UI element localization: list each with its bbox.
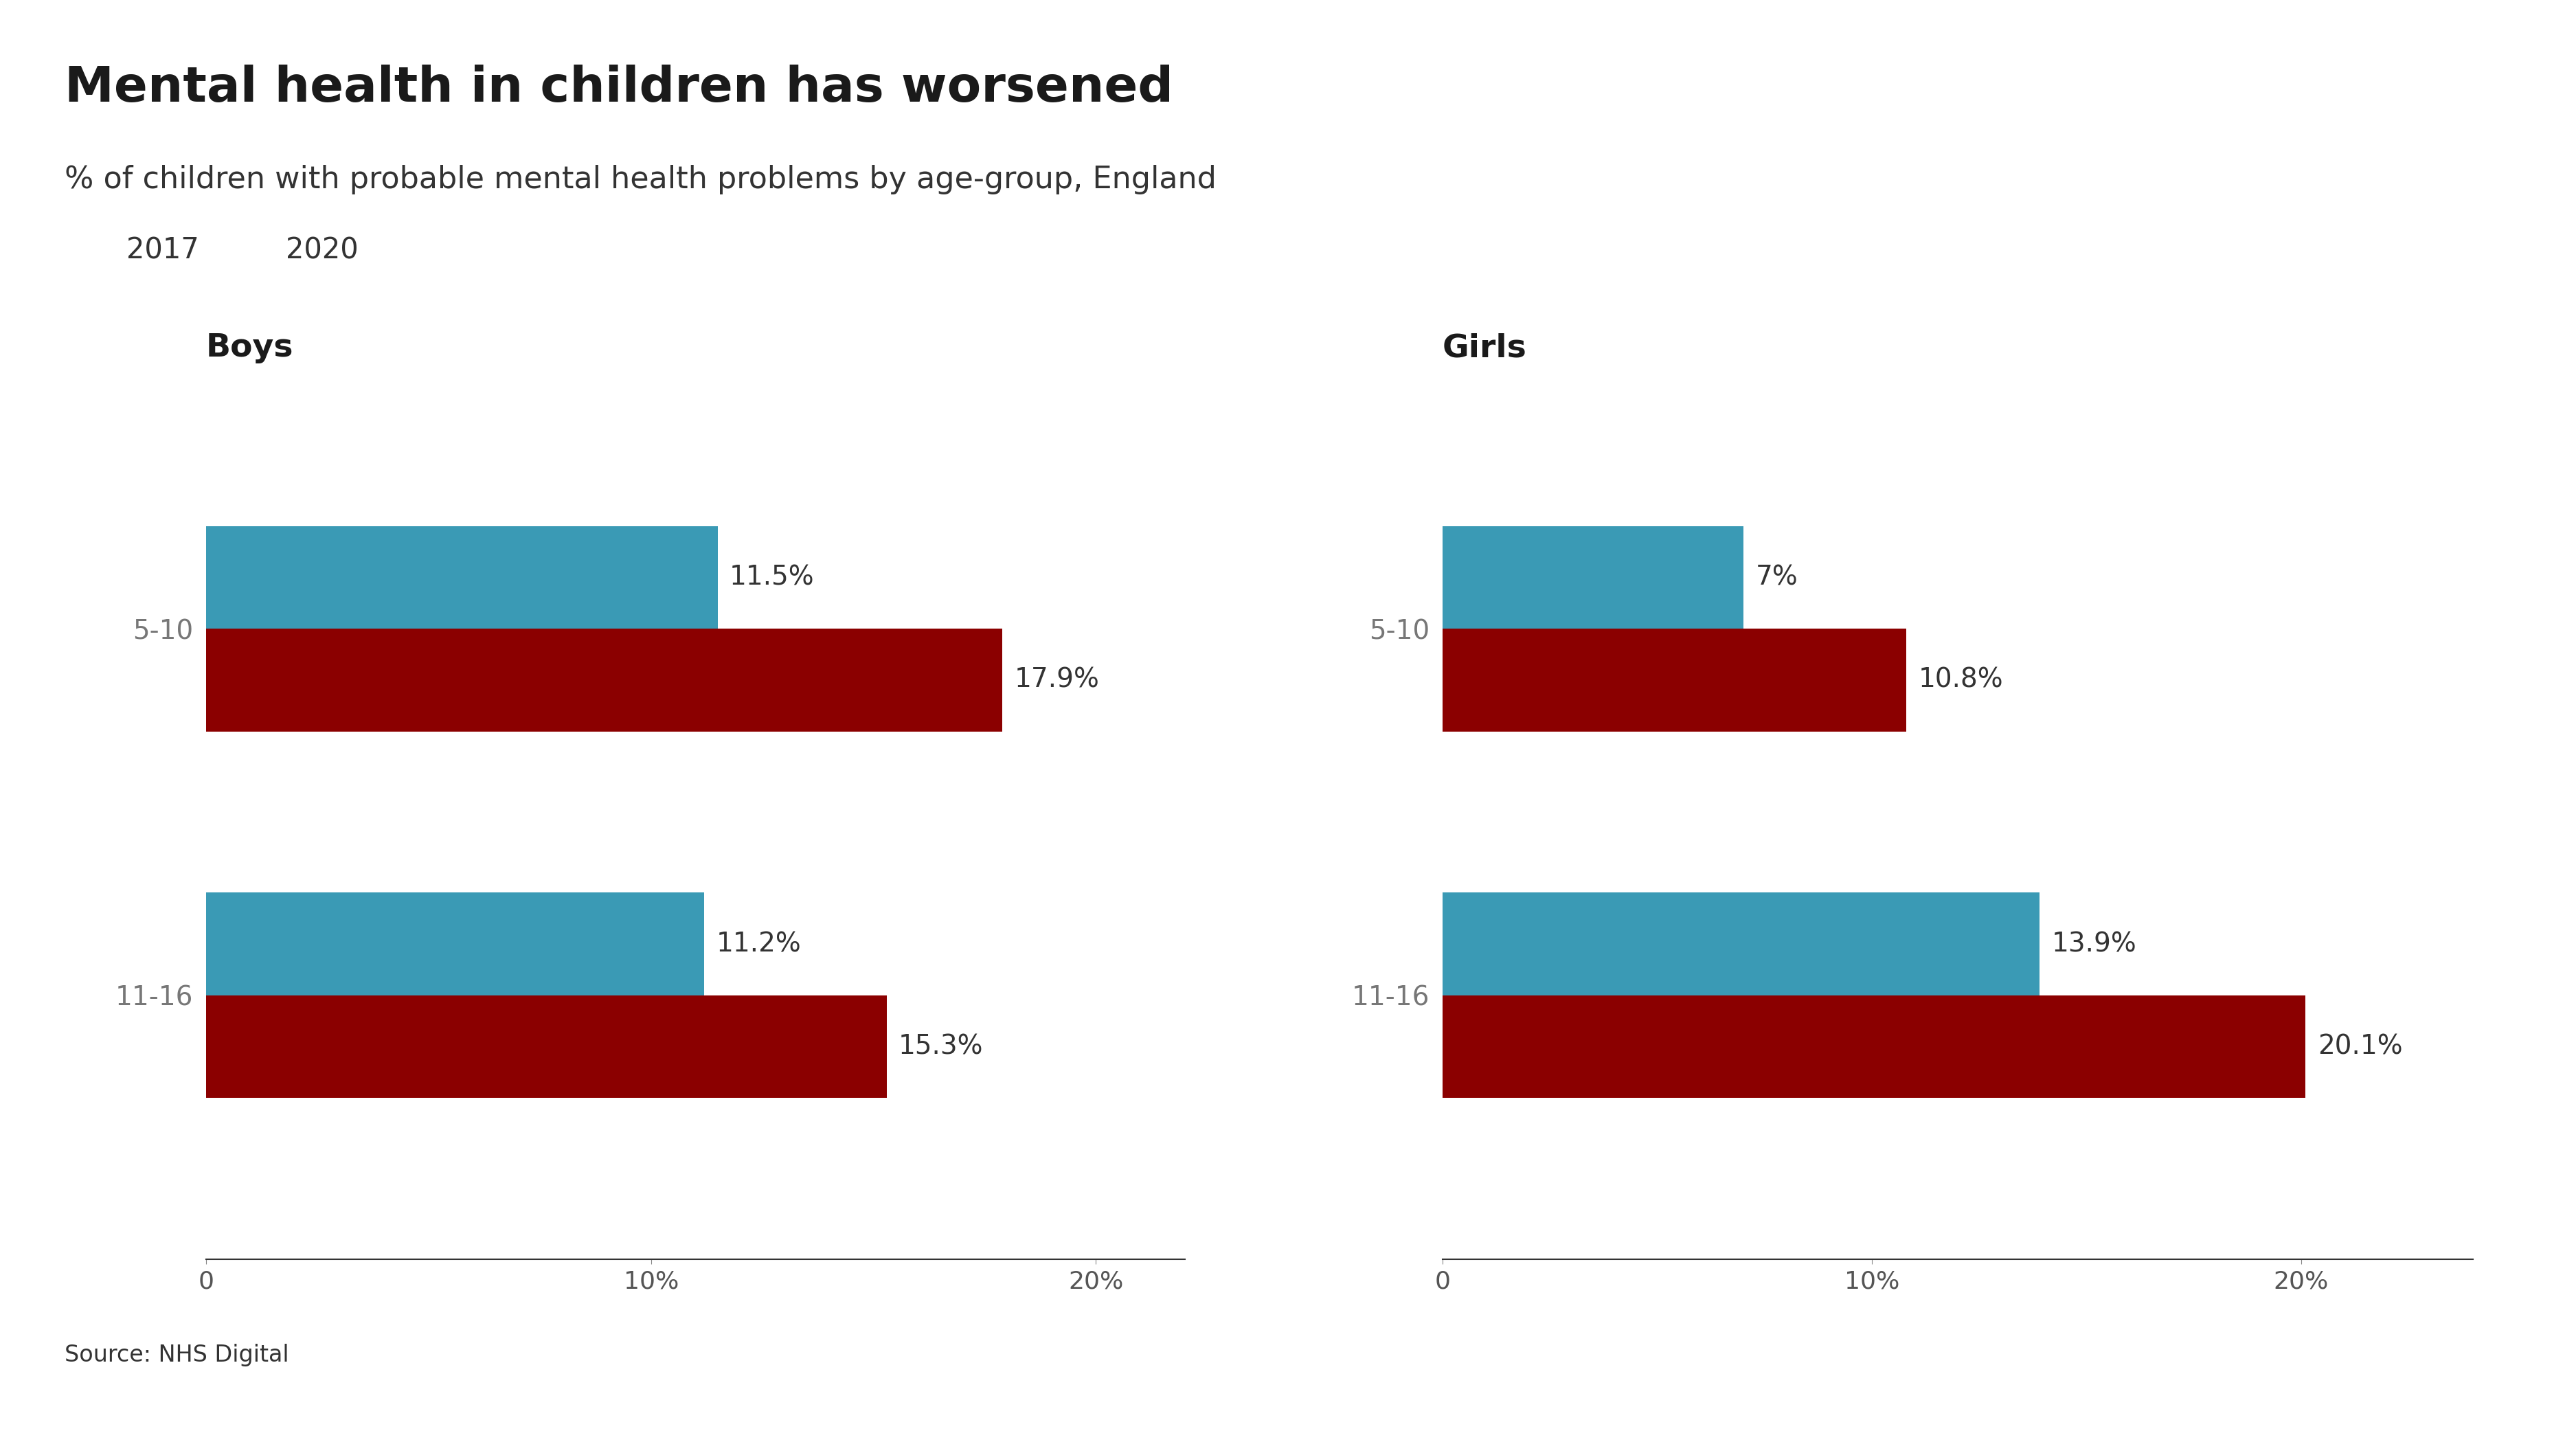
Text: 2020: 2020 bbox=[286, 236, 358, 265]
Text: Girls: Girls bbox=[1443, 333, 1528, 363]
Bar bbox=[206, 527, 719, 628]
Text: 13.9%: 13.9% bbox=[2050, 932, 2136, 957]
Bar bbox=[1443, 628, 1906, 731]
Text: % of children with probable mental health problems by age-group, England: % of children with probable mental healt… bbox=[64, 165, 1216, 195]
Text: Source: NHS Digital: Source: NHS Digital bbox=[64, 1344, 289, 1367]
Text: 11.5%: 11.5% bbox=[729, 564, 814, 591]
Bar bbox=[206, 628, 1002, 731]
Bar bbox=[206, 996, 886, 1098]
Text: 11.2%: 11.2% bbox=[716, 932, 801, 957]
Bar bbox=[1443, 893, 2040, 996]
Text: 2017: 2017 bbox=[126, 236, 198, 265]
Text: 20.1%: 20.1% bbox=[2318, 1033, 2403, 1060]
Text: BBC: BBC bbox=[2406, 1355, 2476, 1385]
Text: 17.9%: 17.9% bbox=[1015, 667, 1100, 693]
Text: 15.3%: 15.3% bbox=[899, 1033, 984, 1060]
Bar bbox=[206, 893, 703, 996]
Text: Mental health in children has worsened: Mental health in children has worsened bbox=[64, 64, 1172, 112]
Text: 10.8%: 10.8% bbox=[1919, 667, 2004, 693]
Text: 7%: 7% bbox=[1754, 564, 1798, 591]
Bar bbox=[1443, 996, 2306, 1098]
Bar bbox=[1443, 527, 1744, 628]
Text: Boys: Boys bbox=[206, 333, 294, 363]
